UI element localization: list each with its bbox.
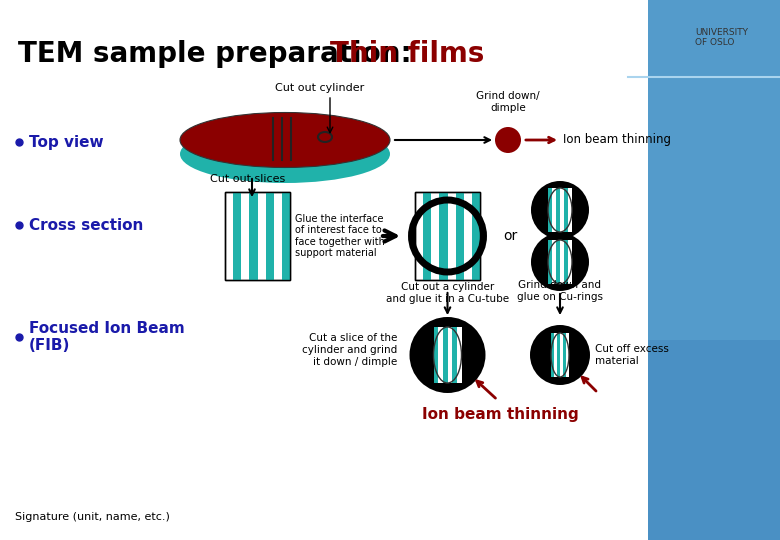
Bar	[250, 192, 257, 280]
Bar	[225, 192, 290, 280]
Bar	[566, 333, 569, 377]
Bar	[556, 188, 560, 232]
Bar	[563, 333, 566, 377]
Bar	[438, 327, 443, 383]
Text: UNIVERSITY
OF OSLO: UNIVERSITY OF OSLO	[695, 28, 748, 48]
Bar	[448, 327, 452, 383]
Text: Cut out a cylinder
and glue it in a Cu-tube: Cut out a cylinder and glue it in a Cu-t…	[386, 282, 509, 303]
Bar	[557, 333, 560, 377]
Bar	[560, 333, 563, 377]
Circle shape	[410, 317, 485, 393]
Bar	[648, 0, 780, 340]
Text: Cross section: Cross section	[29, 218, 144, 233]
Bar	[560, 240, 564, 284]
Bar	[415, 192, 480, 280]
Circle shape	[531, 181, 589, 239]
Circle shape	[531, 233, 589, 291]
Bar	[648, 0, 780, 540]
Text: Ion beam thinning: Ion beam thinning	[422, 408, 579, 422]
Bar	[560, 188, 564, 232]
Text: Top view: Top view	[29, 134, 104, 150]
Text: Grind down and
glue on Cu-rings: Grind down and glue on Cu-rings	[517, 280, 603, 302]
Bar	[548, 188, 552, 232]
Bar	[554, 333, 557, 377]
Text: TEM sample preparation:: TEM sample preparation:	[18, 40, 421, 68]
Bar	[552, 240, 556, 284]
Text: Cut out slices: Cut out slices	[211, 174, 285, 184]
Text: Ion beam thinning: Ion beam thinning	[563, 133, 671, 146]
Bar	[0, 0, 648, 540]
Bar	[568, 240, 572, 284]
Bar	[472, 192, 480, 280]
Bar	[434, 327, 438, 383]
Text: or: or	[503, 229, 517, 243]
Text: Cut off excess
material: Cut off excess material	[595, 344, 669, 366]
Ellipse shape	[315, 130, 335, 145]
Bar	[423, 192, 431, 280]
Bar	[456, 192, 464, 280]
Text: Focused Ion Beam
(FIB): Focused Ion Beam (FIB)	[29, 321, 185, 353]
Bar	[564, 188, 568, 232]
Text: Cut out cylinder: Cut out cylinder	[275, 83, 364, 93]
Bar	[564, 240, 568, 284]
Bar	[439, 192, 448, 280]
Circle shape	[495, 127, 521, 153]
Text: Cut a slice of the
cylinder and grind
it down / dimple: Cut a slice of the cylinder and grind it…	[303, 333, 398, 367]
Circle shape	[530, 325, 590, 385]
Bar	[568, 188, 572, 232]
Bar	[443, 327, 448, 383]
Text: Grind down/
dimple: Grind down/ dimple	[476, 91, 540, 113]
Bar	[225, 192, 290, 280]
Bar	[457, 327, 462, 383]
Ellipse shape	[180, 112, 390, 167]
Bar	[452, 327, 457, 383]
Bar	[266, 192, 274, 280]
Text: Thin films: Thin films	[330, 40, 484, 68]
Bar	[282, 192, 290, 280]
Bar	[552, 188, 556, 232]
Bar	[233, 192, 241, 280]
Bar	[548, 240, 552, 284]
Text: Glue the interface
of interest face to
face together with
support material: Glue the interface of interest face to f…	[295, 214, 385, 259]
Bar	[551, 333, 554, 377]
Text: Signature (unit, name, etc.): Signature (unit, name, etc.)	[15, 512, 170, 522]
Ellipse shape	[180, 125, 390, 183]
Bar	[415, 192, 480, 280]
Bar	[556, 240, 560, 284]
